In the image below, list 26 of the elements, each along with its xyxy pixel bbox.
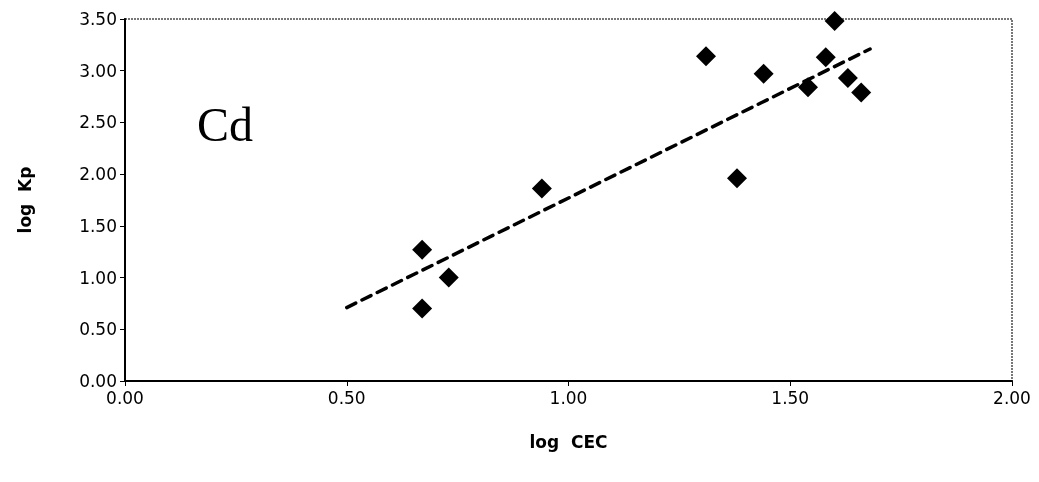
point (727, 168, 748, 189)
point (815, 47, 836, 68)
point (438, 267, 459, 288)
point (695, 46, 716, 67)
y-tick-label: 2.00 (79, 164, 117, 185)
point (837, 67, 858, 88)
x-tick-label: 1.50 (771, 387, 810, 408)
y-tick-label: 1.50 (79, 215, 117, 236)
point (797, 77, 818, 98)
point (412, 239, 433, 260)
y-tick-label: 3.00 (79, 60, 117, 81)
y-tick-label: 3.50 (79, 9, 117, 29)
y-tick-label: 1.00 (79, 267, 117, 288)
x-axis-title: log CEC (529, 431, 608, 452)
y-axis-title: log Kp (14, 166, 35, 234)
y-tick-label: 0.50 (79, 319, 117, 340)
point (753, 63, 774, 84)
x-tick-label: 2.00 (993, 387, 1031, 408)
x-tick-label: 1.00 (549, 387, 588, 408)
point (412, 298, 433, 319)
y-tick-label: 2.50 (79, 112, 117, 133)
point (824, 11, 845, 32)
annotation: Cd (197, 97, 254, 151)
point (851, 82, 872, 103)
x-tick-label: 0.50 (327, 387, 366, 408)
point (531, 178, 552, 199)
